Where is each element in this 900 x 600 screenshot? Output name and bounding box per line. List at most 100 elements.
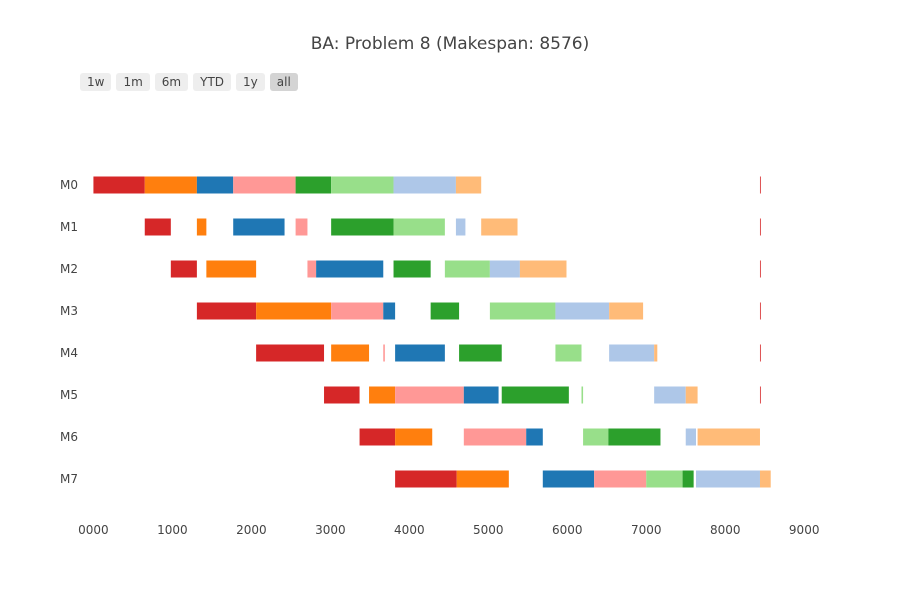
task-bars (93, 176, 771, 488)
x-tick-label: 7000 (631, 523, 662, 537)
task-bar-m4-40[interactable] (459, 344, 502, 362)
task-bar-m2-20[interactable] (307, 260, 317, 278)
task-bar-m6-56[interactable] (463, 428, 527, 446)
machine-label-m2: M2 (60, 262, 78, 276)
range-selector: 1w 1m 6m YTD 1y all (80, 73, 298, 91)
task-bar-m7-66[interactable] (646, 470, 683, 488)
x-tick-label: 1000 (157, 523, 188, 537)
x-tick-label: 5000 (473, 523, 504, 537)
machine-labels: M0 M1 M2 M3 M4 M5 M6 M7 (60, 178, 78, 486)
task-bar-m2-19[interactable] (206, 260, 257, 278)
task-bar-m5-47[interactable] (395, 386, 464, 404)
task-bar-m7-67[interactable] (682, 470, 694, 488)
task-bar-m0-5[interactable] (331, 176, 394, 194)
task-bar-m6-60[interactable] (685, 428, 697, 446)
task-bar-m6-55[interactable] (395, 428, 433, 446)
task-bar-m4-37[interactable] (331, 344, 370, 362)
task-bar-m1-16[interactable] (481, 218, 518, 236)
task-bar-m1-17[interactable] (759, 218, 761, 236)
task-bar-m6-54[interactable] (359, 428, 396, 446)
machine-label-m7: M7 (60, 472, 78, 486)
task-bar-m7-69[interactable] (759, 470, 771, 488)
task-bar-m4-43[interactable] (654, 344, 658, 362)
x-axis-ticks: 0000 1000 2000 3000 4000 5000 6000 7000 8000 9000 (78, 523, 819, 537)
task-bar-m2-22[interactable] (393, 260, 431, 278)
task-bar-m3-33[interactable] (555, 302, 610, 320)
task-bar-m0-7[interactable] (455, 176, 482, 194)
machine-label-m4: M4 (60, 346, 78, 360)
task-bar-m3-29[interactable] (331, 302, 384, 320)
x-tick-label: 2000 (236, 523, 267, 537)
task-bar-m5-45[interactable] (324, 386, 360, 404)
task-bar-m1-9[interactable] (144, 218, 171, 236)
task-bar-m5-52[interactable] (685, 386, 698, 404)
task-bar-m5-51[interactable] (654, 386, 686, 404)
task-bar-m0-2[interactable] (196, 176, 234, 194)
task-bar-m3-31[interactable] (430, 302, 460, 320)
task-bar-m1-13[interactable] (331, 218, 394, 236)
task-bar-m3-30[interactable] (383, 302, 396, 320)
machine-label-m0: M0 (60, 178, 78, 192)
task-bar-m1-12[interactable] (295, 218, 308, 236)
task-bar-m6-61[interactable] (697, 428, 760, 446)
task-bar-m7-68[interactable] (696, 470, 760, 488)
task-bar-m2-25[interactable] (519, 260, 567, 278)
range-button-1y[interactable]: 1y (236, 73, 265, 91)
task-bar-m6-59[interactable] (608, 428, 661, 446)
task-bar-m6-58[interactable] (583, 428, 609, 446)
machine-label-m1: M1 (60, 220, 78, 234)
task-bar-m5-49[interactable] (501, 386, 569, 404)
machine-label-m5: M5 (60, 388, 78, 402)
task-bar-m1-14[interactable] (393, 218, 445, 236)
task-bar-m2-24[interactable] (489, 260, 520, 278)
task-bar-m3-34[interactable] (609, 302, 644, 320)
task-bar-m4-36[interactable] (256, 344, 325, 362)
task-bar-m0-6[interactable] (393, 176, 456, 194)
x-tick-label: 4000 (394, 523, 425, 537)
task-bar-m2-23[interactable] (444, 260, 490, 278)
range-button-6m[interactable]: 6m (154, 73, 189, 91)
task-bar-m0-1[interactable] (144, 176, 197, 194)
task-bar-m5-48[interactable] (463, 386, 499, 404)
task-bar-m5-50[interactable] (581, 386, 584, 404)
range-button-1m[interactable]: 1m (116, 73, 150, 91)
task-bar-m5-46[interactable] (369, 386, 396, 404)
task-bar-m3-32[interactable] (489, 302, 556, 320)
task-bar-m6-57[interactable] (526, 428, 543, 446)
task-bar-m2-26[interactable] (759, 260, 761, 278)
task-bar-m3-27[interactable] (196, 302, 257, 320)
x-tick-label: 8000 (710, 523, 741, 537)
task-bar-m5-53[interactable] (759, 386, 761, 404)
task-bar-m0-8[interactable] (759, 176, 761, 194)
task-bar-m2-18[interactable] (170, 260, 197, 278)
task-bar-m7-64[interactable] (542, 470, 595, 488)
range-button-all[interactable]: all (269, 73, 298, 91)
task-bar-m4-42[interactable] (609, 344, 655, 362)
range-button-1w[interactable]: 1w (80, 73, 112, 91)
task-bar-m1-15[interactable] (455, 218, 466, 236)
x-tick-label: 0000 (78, 523, 109, 537)
x-tick-label: 9000 (789, 523, 820, 537)
machine-label-m6: M6 (60, 430, 78, 444)
x-tick-label: 6000 (552, 523, 583, 537)
x-tick-label: 3000 (315, 523, 346, 537)
task-bar-m2-21[interactable] (316, 260, 384, 278)
machine-label-m3: M3 (60, 304, 78, 318)
task-bar-m1-11[interactable] (233, 218, 285, 236)
task-bar-m4-44[interactable] (759, 344, 761, 362)
task-bar-m0-4[interactable] (295, 176, 332, 194)
chart-title: BA: Problem 8 (Makespan: 8576) (310, 34, 590, 54)
task-bar-m3-35[interactable] (759, 302, 761, 320)
task-bar-m3-28[interactable] (256, 302, 332, 320)
range-button-ytd[interactable]: YTD (193, 73, 232, 91)
task-bar-m7-65[interactable] (594, 470, 647, 488)
task-bar-m7-62[interactable] (395, 470, 457, 488)
task-bar-m4-39[interactable] (395, 344, 445, 362)
task-bar-m4-41[interactable] (555, 344, 582, 362)
task-bar-m1-10[interactable] (196, 218, 207, 236)
task-bar-m0-0[interactable] (93, 176, 145, 194)
task-bar-m0-3[interactable] (233, 176, 296, 194)
task-bar-m4-38[interactable] (383, 344, 385, 362)
task-bar-m7-63[interactable] (456, 470, 509, 488)
